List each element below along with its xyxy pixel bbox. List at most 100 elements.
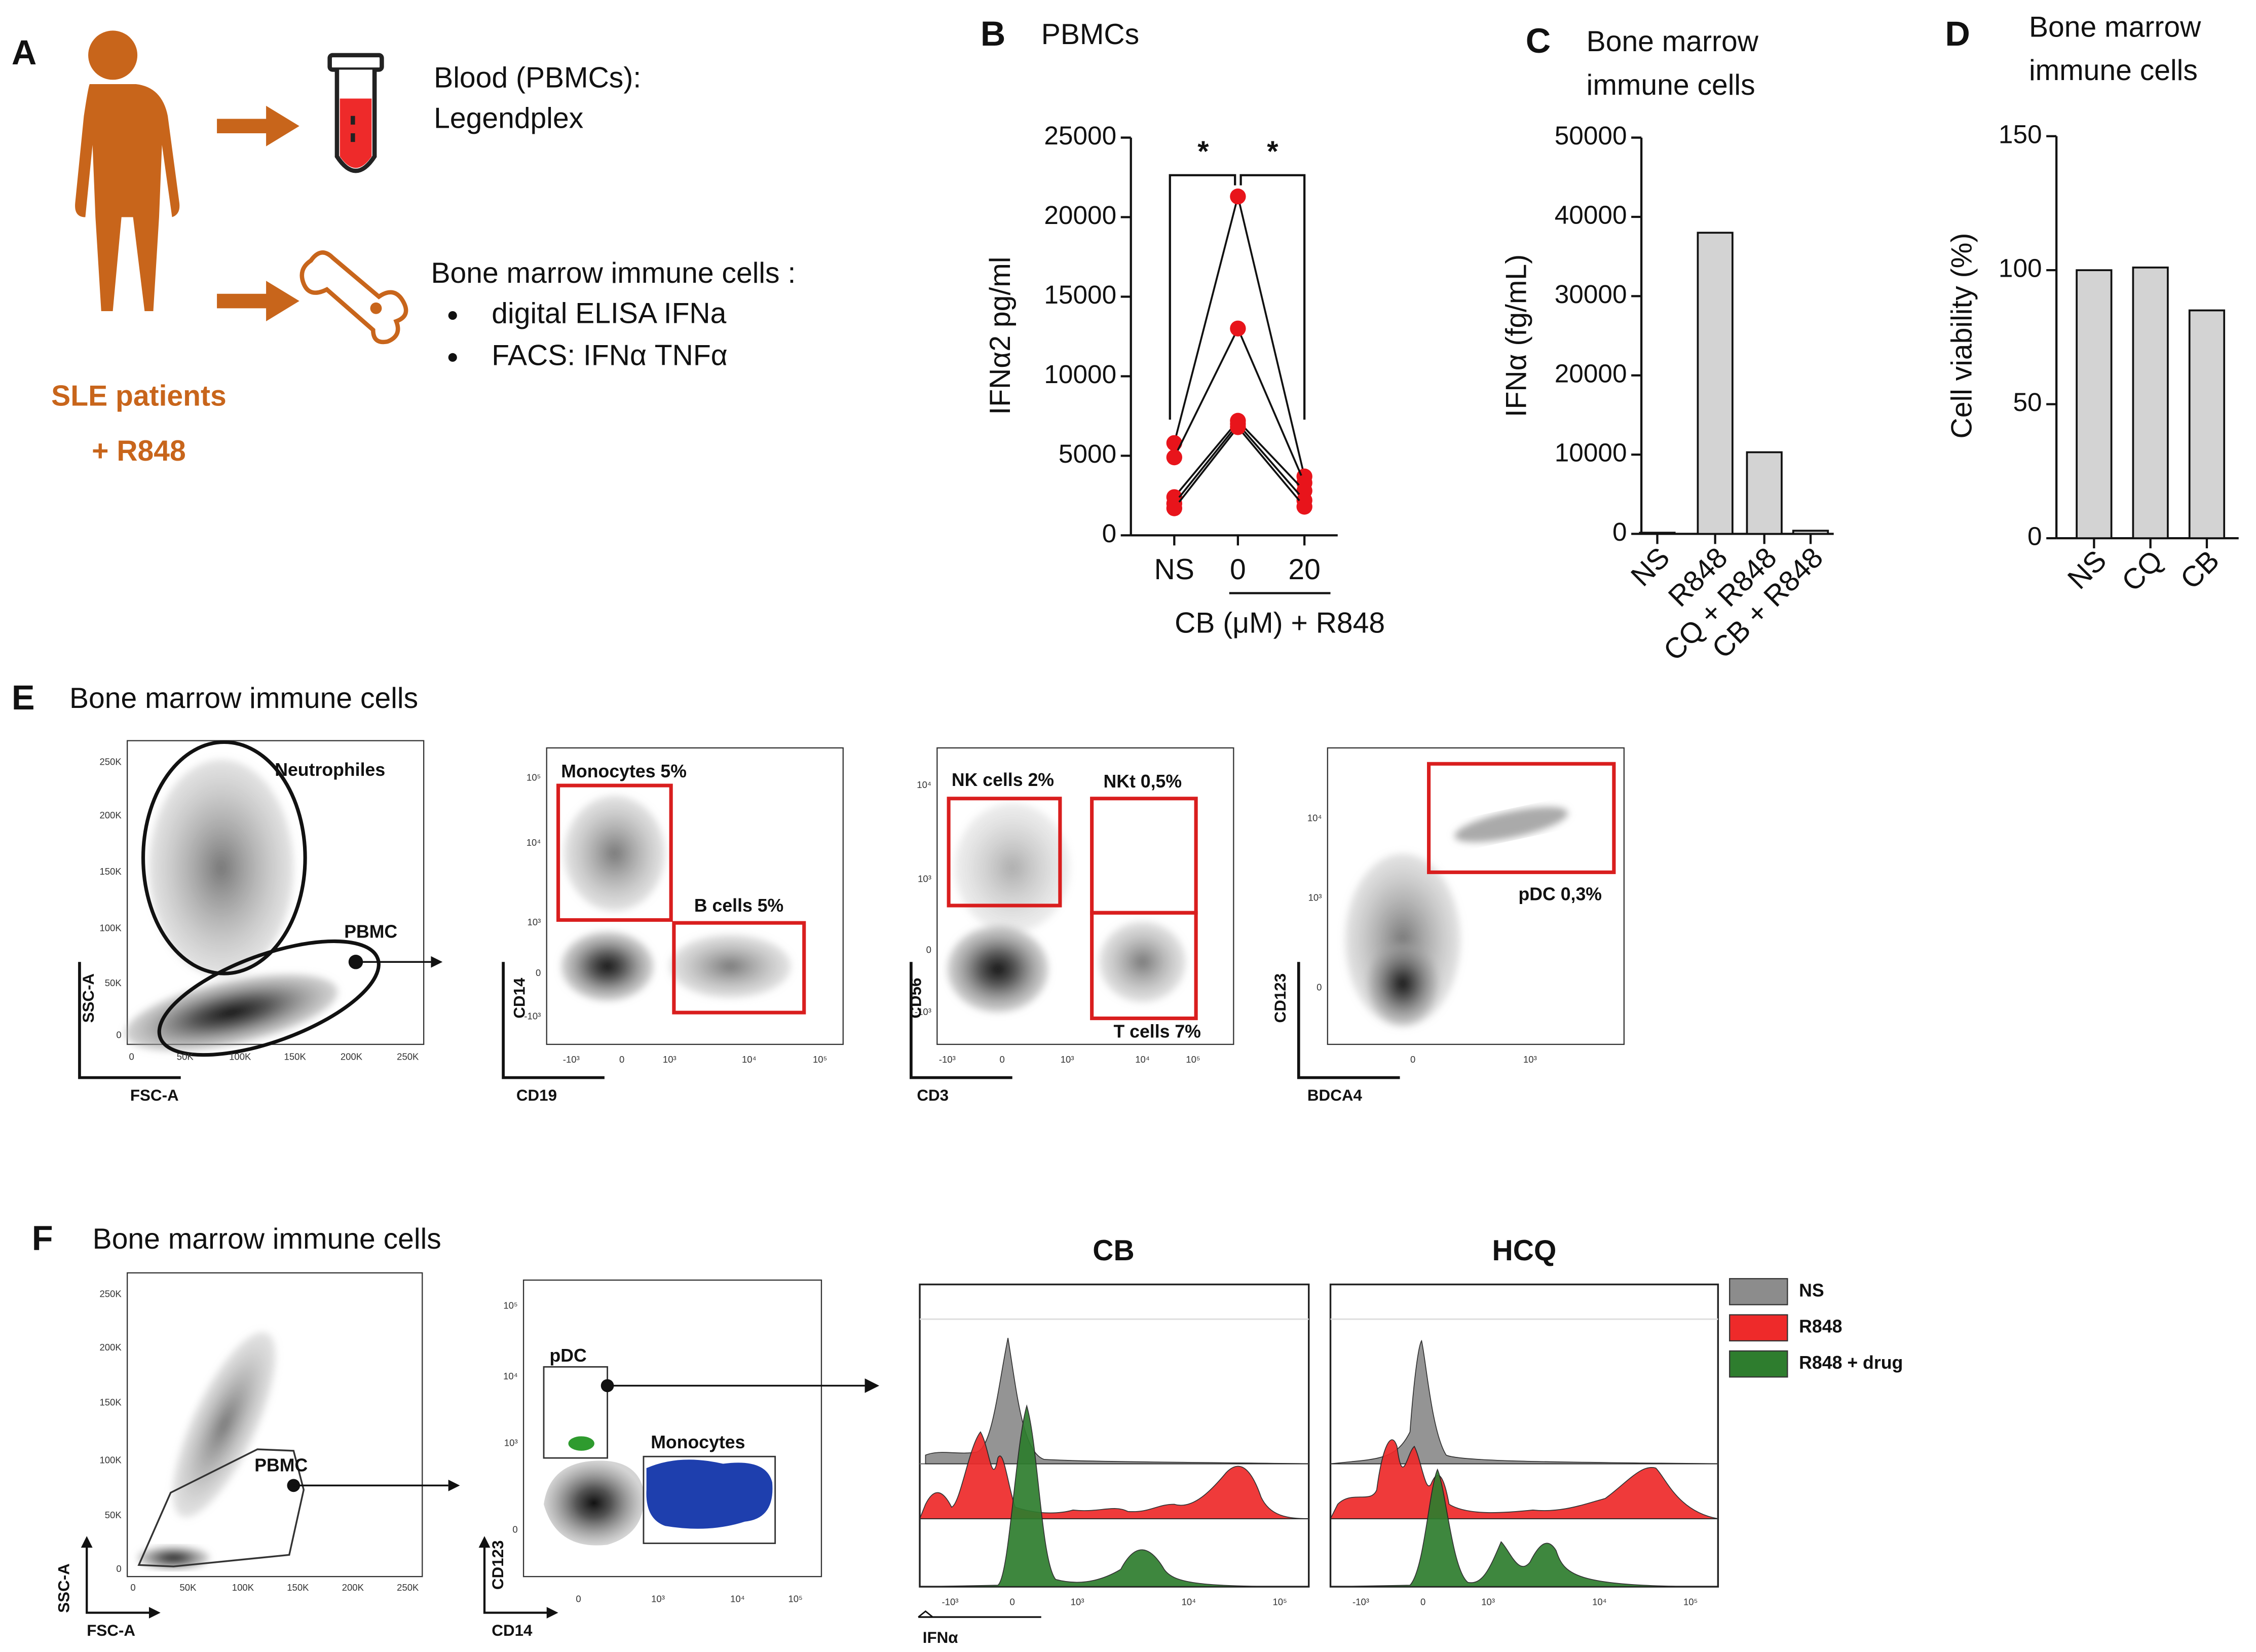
y-tick-label: 30000 (1555, 280, 1627, 309)
panel-a-text: Blood (PBMCs): (434, 61, 641, 94)
y-tick-label: 5000 (1059, 439, 1116, 468)
gate-label: PBMC (344, 922, 397, 942)
histogram-1 (919, 1431, 1309, 1519)
point (1166, 435, 1183, 451)
flow-y-tick: 10⁴ (527, 837, 541, 848)
y-tick-label: 50000 (1555, 121, 1627, 150)
flow-y-tick: 0 (536, 967, 541, 978)
flow-x-tick: 10⁴ (730, 1594, 745, 1604)
hist-x-tick: 10³ (1481, 1596, 1495, 1607)
significance: * (1197, 135, 1209, 168)
x-tick-label: CB (2174, 544, 2226, 595)
y-axis-label: IFNα (fg/mL) (1500, 254, 1533, 417)
histogram-2 (920, 1404, 1309, 1587)
gate-label: T cells 7% (1113, 1022, 1200, 1042)
series-line (1173, 326, 1305, 483)
chart-title: PBMCs (1041, 18, 1139, 51)
y-tick-label: 0 (2027, 522, 2042, 551)
bar (1746, 451, 1783, 535)
y-tick-label: 100 (1999, 254, 2042, 283)
panel-a-bullet: digital ELISA IFNa (492, 297, 726, 330)
flow-y-label: CD123 (1271, 973, 1289, 1023)
significance: * (1267, 135, 1279, 168)
panel-title: Bone marrow immune cells (93, 1223, 441, 1255)
gate-label: Monocytes 5% (561, 761, 687, 781)
flow-x-label: CD14 (492, 1622, 533, 1639)
bar (1792, 530, 1829, 535)
flow-x-tick: 150K (287, 1582, 309, 1593)
legend-swatch (1729, 1350, 1788, 1378)
flow-x-tick: 10³ (1523, 1054, 1537, 1065)
flow-y-tick: 10⁴ (1307, 813, 1322, 823)
hist-x-tick: 0 (1420, 1596, 1425, 1607)
x-tick-label: NS (1154, 553, 1194, 586)
flow-x-tick: 10³ (663, 1054, 676, 1065)
panel-label: C (1526, 21, 1551, 60)
flow-x-tick: 10⁵ (1186, 1054, 1200, 1065)
panel-a-patients: + R848 (92, 435, 186, 467)
x-tick-label: CQ (2116, 544, 2169, 598)
panel-label: F (32, 1219, 53, 1258)
flow-y-tick: 150K (99, 1397, 122, 1408)
flow-x-tick: 200K (342, 1582, 364, 1593)
flow-y-tick: 10⁵ (503, 1300, 517, 1310)
x-axis-label: CB (μM) + R848 (1175, 607, 1385, 639)
flow-x-tick: 0 (130, 1582, 135, 1593)
y-tick-label: 150 (1999, 120, 2042, 148)
flow-y-tick: 10⁴ (917, 779, 931, 790)
flow-x-tick: 250K (397, 1052, 419, 1062)
panel-label: B (981, 14, 1005, 53)
hist-x-label: IFNα (923, 1629, 958, 1646)
flow-y-tick: 0 (116, 1030, 121, 1040)
flow-x-tick: 10³ (651, 1594, 665, 1604)
bar (2076, 269, 2113, 539)
flow-x-label: BDCA4 (1307, 1086, 1363, 1104)
gate-label: pDC 0,3% (1519, 884, 1602, 904)
panel-title: Bone marrow immune cells (69, 682, 418, 715)
y-tick-label: 10000 (1044, 360, 1116, 389)
flow-e (78, 740, 1625, 1079)
gate-label: Monocytes (651, 1432, 745, 1452)
legend-swatch (1729, 1314, 1788, 1342)
histogram-1 (1330, 1439, 1718, 1519)
flow-x-tick: 100K (229, 1052, 251, 1062)
point (1166, 500, 1183, 516)
flow-x-tick: -10³ (563, 1054, 580, 1065)
flow-y-tick: 0 (926, 944, 931, 955)
legend-label: R848 (1799, 1317, 1842, 1337)
bar (2188, 309, 2226, 539)
point (1166, 449, 1183, 466)
flow-y-tick: 10³ (1308, 892, 1322, 903)
hist-x-tick: -10³ (1352, 1596, 1369, 1607)
flow-y-label: SSC-A (55, 1563, 73, 1613)
hist-x-tick: -10³ (942, 1596, 958, 1607)
hist-x-tick: 10⁴ (1592, 1596, 1607, 1607)
chart-title: immune cells (2029, 54, 2198, 87)
hist-x-tick: 10³ (1071, 1596, 1084, 1607)
flow-y-tick: 100K (99, 923, 122, 933)
flow-x-label: CD19 (516, 1086, 557, 1104)
flow-x-tick: 100K (232, 1582, 254, 1593)
flow-x-tick: 50K (177, 1052, 194, 1062)
flow-y-tick: 0 (512, 1524, 517, 1535)
y-tick-label: 40000 (1555, 201, 1627, 230)
flow-x-tick: 10⁴ (742, 1054, 757, 1065)
x-tick-label: 20 (1288, 553, 1320, 586)
chart-title: Bone marrow (1587, 25, 1759, 58)
panel-a-patients: SLE patients (51, 380, 227, 412)
flow-x-tick: 200K (341, 1052, 363, 1062)
hist-x-tick: 10⁵ (1273, 1596, 1287, 1607)
flow-y-tick: 0 (116, 1563, 121, 1574)
flow-x-tick: 0 (129, 1052, 134, 1062)
flow-y-label: SSC-A (80, 973, 97, 1023)
flow-y-tick: 50K (105, 1510, 122, 1520)
panel-b-decor (1169, 174, 1331, 594)
flow-y-tick: 10⁴ (503, 1371, 518, 1381)
y-tick-label: 15000 (1044, 280, 1116, 309)
gate-label: Neutrophiles (275, 760, 385, 780)
y-tick-label: 20000 (1044, 201, 1116, 230)
gate-label: NK cells 2% (952, 770, 1054, 790)
flow-y-tick: 100K (99, 1455, 122, 1466)
panel-a-text: Bone marrow immune cells : (431, 257, 796, 289)
